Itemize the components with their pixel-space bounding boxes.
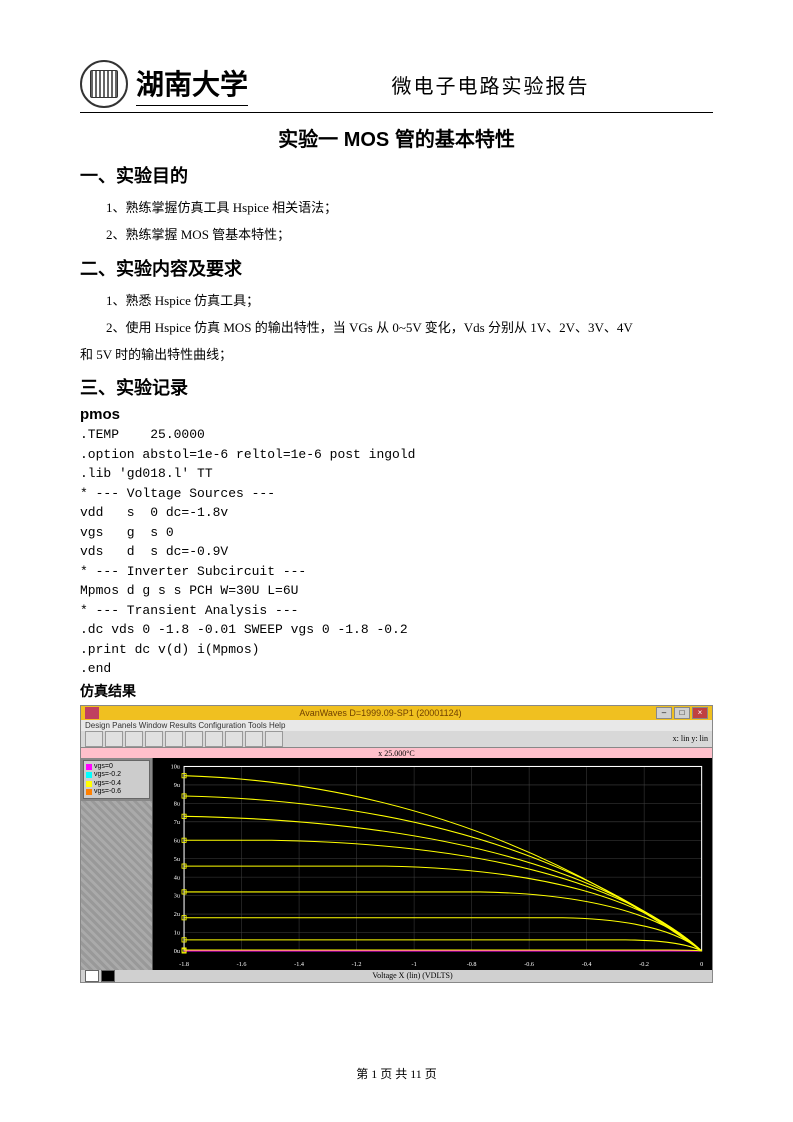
section-2-item-1: 1、熟悉 Hspice 仿真工具； xyxy=(80,287,713,314)
window-buttons: – □ × xyxy=(656,707,708,719)
svg-text:8u: 8u xyxy=(174,800,181,807)
status-bar: Voltage X (lin) (VDLTS) xyxy=(81,970,712,982)
legend-item[interactable]: vgs=0 xyxy=(86,763,147,771)
toolbar: x: lin y: lin xyxy=(81,731,712,748)
svg-text:-1: -1 xyxy=(412,961,417,968)
svg-text:-1.4: -1.4 xyxy=(294,961,305,968)
page-footer: 第 1 页 共 11 页 xyxy=(0,1065,793,1082)
legend-color-icon xyxy=(86,781,92,787)
legend-item[interactable]: vgs=-0.2 xyxy=(86,771,147,779)
toolbar-button[interactable] xyxy=(265,731,283,747)
page-header: 湖南大学 微电子电路实验报告 xyxy=(80,60,713,113)
hspice-code: .TEMP 25.0000 .option abstol=1e-6 reltol… xyxy=(80,425,713,679)
svg-text:0: 0 xyxy=(700,961,703,968)
legend-label: vgs=-0.2 xyxy=(94,771,121,779)
legend-item[interactable]: vgs=-0.6 xyxy=(86,788,147,796)
simulation-window: AvanWaves D=1999.09-SP1 (20001124) – □ ×… xyxy=(80,705,713,983)
menubar[interactable]: Design Panels Window Results Configurati… xyxy=(81,720,712,731)
experiment-title: 实验一 MOS 管的基本特性 xyxy=(80,123,713,152)
university-name: 湖南大学 xyxy=(136,63,248,106)
close-button[interactable]: × xyxy=(692,707,708,719)
fg-color-box[interactable] xyxy=(85,970,99,982)
section-1-title: 一、实验目的 xyxy=(80,162,713,188)
window-title: AvanWaves D=1999.09-SP1 (20001124) xyxy=(105,708,656,718)
footer-prefix: 第 xyxy=(356,1067,371,1081)
toolbar-button[interactable] xyxy=(125,731,143,747)
toolbar-button[interactable] xyxy=(105,731,123,747)
svg-text:-0.6: -0.6 xyxy=(524,961,534,968)
app-icon xyxy=(85,707,99,719)
toolbar-button[interactable] xyxy=(225,731,243,747)
legend-color-icon xyxy=(86,764,92,770)
legend-label: vgs=-0.4 xyxy=(94,780,121,788)
toolbar-button[interactable] xyxy=(145,731,163,747)
section-1-item-1: 1、熟练掌握仿真工具 Hspice 相关语法； xyxy=(80,194,713,221)
legend-panel: vgs=0vgs=-0.2vgs=-0.4vgs=-0.6 xyxy=(81,758,153,970)
svg-text:5u: 5u xyxy=(174,856,181,863)
minimize-button[interactable]: – xyxy=(656,707,672,719)
bg-color-box[interactable] xyxy=(101,970,115,982)
section-2-title: 二、实验内容及要求 xyxy=(80,255,713,281)
plot-title: x 25.000°C xyxy=(81,748,712,758)
university-logo xyxy=(80,60,128,108)
toolbar-button[interactable] xyxy=(165,731,183,747)
svg-text:-0.8: -0.8 xyxy=(467,961,477,968)
maximize-button[interactable]: □ xyxy=(674,707,690,719)
svg-text:6u: 6u xyxy=(174,837,181,844)
window-titlebar: AvanWaves D=1999.09-SP1 (20001124) – □ × xyxy=(81,706,712,720)
toolbar-button[interactable] xyxy=(85,731,103,747)
result-label: 仿真结果 xyxy=(80,681,713,701)
footer-suffix: 页 xyxy=(422,1067,437,1081)
svg-text:-1.6: -1.6 xyxy=(237,961,247,968)
svg-text:-1.8: -1.8 xyxy=(179,961,189,968)
status-text: Voltage X (lin) (VDLTS) xyxy=(117,971,708,980)
legend-filler xyxy=(81,801,152,969)
svg-text:9u: 9u xyxy=(174,782,181,789)
toolbar-button[interactable] xyxy=(205,731,223,747)
svg-text:3u: 3u xyxy=(174,892,181,899)
svg-text:2u: 2u xyxy=(174,911,181,918)
toolbar-button[interactable] xyxy=(245,731,263,747)
section-1-item-2: 2、熟练掌握 MOS 管基本特性； xyxy=(80,221,713,248)
legend-label: vgs=0 xyxy=(94,763,113,771)
svg-text:-0.2: -0.2 xyxy=(639,961,649,968)
pmos-label: pmos xyxy=(80,406,713,423)
legend-color-icon xyxy=(86,789,92,795)
svg-text:-1.2: -1.2 xyxy=(352,961,362,968)
svg-text:4u: 4u xyxy=(174,874,181,881)
footer-mid: 页 共 xyxy=(377,1067,410,1081)
svg-text:7u: 7u xyxy=(174,819,181,826)
plot-body: vgs=0vgs=-0.2vgs=-0.4vgs=-0.6 -1.8-1.6-1… xyxy=(81,758,712,970)
plot-area[interactable]: -1.8 -1.6 -1.4 -1.2 -1 -0.8 -0.6 -0.4 -0.2 0 0u 1u 2… xyxy=(153,758,712,970)
logo-building-icon xyxy=(90,70,118,98)
page-total: 11 xyxy=(410,1067,422,1081)
section-2-item-2: 2、使用 Hspice 仿真 MOS 的输出特性，当 VGs 从 0~5V 变化… xyxy=(80,314,713,341)
legend-item[interactable]: vgs=-0.4 xyxy=(86,780,147,788)
svg-text:-0.4: -0.4 xyxy=(582,961,593,968)
section-3-title: 三、实验记录 xyxy=(80,374,713,400)
svg-text:1u: 1u xyxy=(174,929,181,936)
legend-box: vgs=0vgs=-0.2vgs=-0.4vgs=-0.6 xyxy=(83,760,150,800)
svg-text:0u: 0u xyxy=(174,948,181,955)
report-title: 微电子电路实验报告 xyxy=(268,70,713,99)
legend-color-icon xyxy=(86,772,92,778)
section-2-item-3: 和 5V 时的输出特性曲线； xyxy=(80,341,713,368)
svg-text:10u: 10u xyxy=(171,763,181,770)
legend-label: vgs=-0.6 xyxy=(94,788,121,796)
toolbar-button[interactable] xyxy=(185,731,203,747)
axis-scale-label: x: lin y: lin xyxy=(673,734,708,743)
iv-curves-chart: -1.8 -1.6 -1.4 -1.2 -1 -0.8 -0.6 -0.4 -0.2 0 0u 1u 2… xyxy=(153,758,712,970)
